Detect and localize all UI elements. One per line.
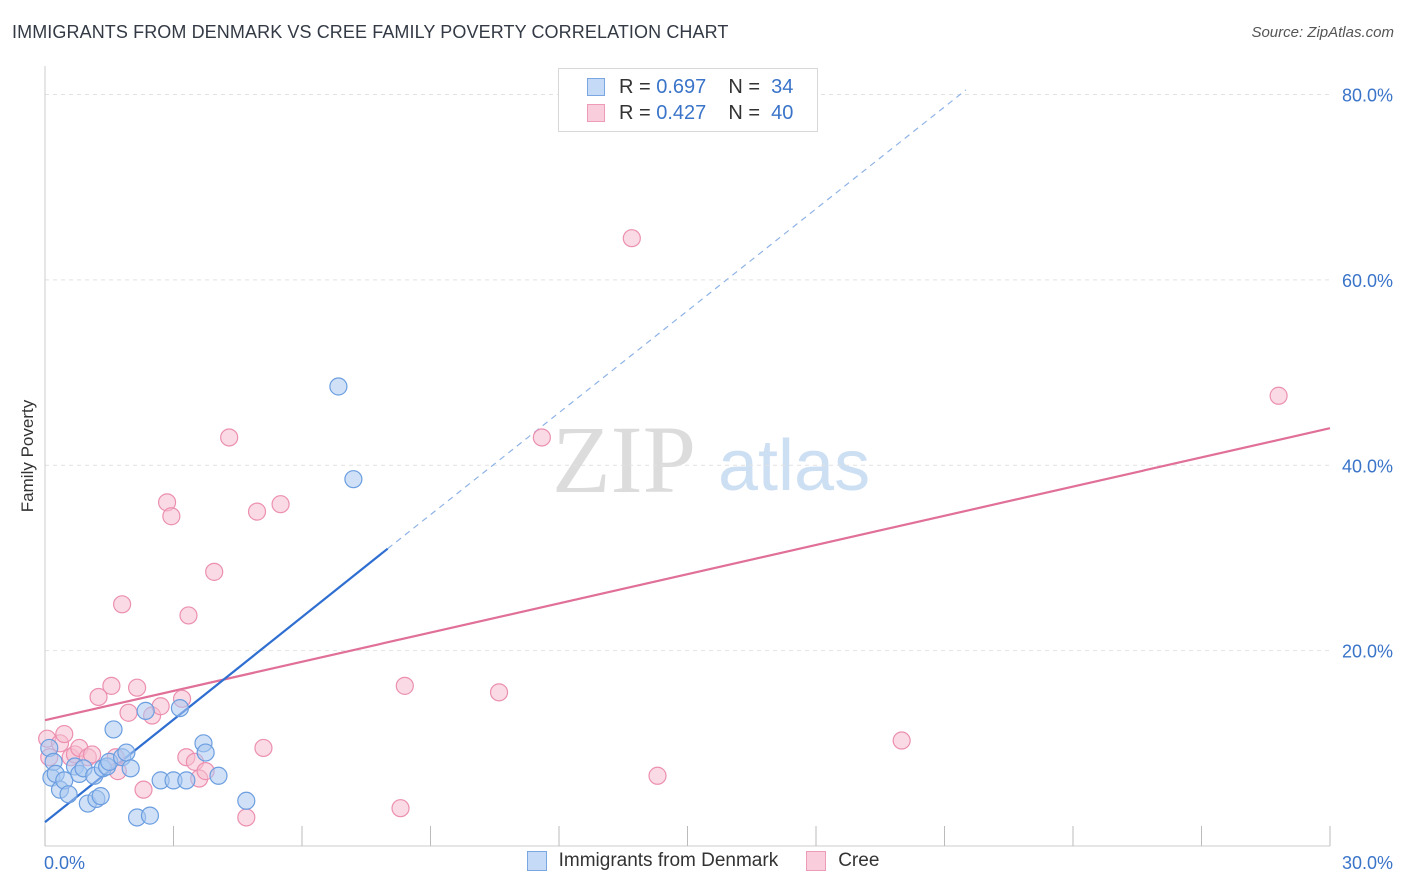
cree-point [247, 502, 267, 521]
cree-point [55, 724, 74, 744]
chart-title: IMMIGRANTS FROM DENMARK VS CREE FAMILY P… [12, 22, 729, 42]
cree-point [1269, 386, 1288, 405]
cree-point [220, 428, 239, 447]
cree-point [102, 676, 121, 695]
cree-point [89, 687, 108, 707]
watermark-zip: ZIP [552, 406, 696, 513]
cree-point [179, 606, 198, 625]
r-label: R = [619, 75, 651, 98]
denmark-point [177, 771, 196, 790]
denmark-point [59, 785, 78, 804]
r-value: 0.427 [656, 101, 707, 124]
denmark-point [329, 377, 348, 396]
legend-swatch-pink [587, 104, 605, 122]
denmark-point [91, 787, 110, 806]
source-label: Source: ZipAtlas.com [1251, 24, 1394, 41]
denmark-point [104, 720, 123, 739]
x-tick-label: 30.0% [1342, 853, 1393, 873]
tick-labels: 20.0% 40.0% 60.0% 80.0% 0.0% 30.0% [44, 86, 1393, 873]
denmark-point [117, 743, 136, 762]
cree-point [127, 678, 147, 697]
cree-point [112, 595, 132, 614]
y-axis-label: Family Poverty [18, 399, 37, 513]
cree-point [489, 683, 509, 702]
n-value: 34 [771, 75, 794, 98]
r-label: R = [619, 101, 651, 124]
denmark-point [344, 470, 363, 489]
cree-point [134, 780, 153, 799]
legend-item-denmark[interactable]: Immigrants from Denmark [526, 850, 779, 872]
x-tick-label: 0.0% [44, 853, 85, 873]
cree-point [237, 808, 256, 827]
cree-point [151, 697, 170, 716]
gridlines [45, 94, 1330, 652]
legend-label: Immigrants from Denmark [558, 850, 779, 871]
y-tick-label: 60.0% [1342, 271, 1393, 291]
axes [44, 66, 1331, 847]
cree-point [271, 495, 290, 514]
cree-point [532, 428, 551, 447]
denmark-point [209, 766, 228, 785]
watermark: ZIP atlas [552, 406, 870, 513]
cree-point [648, 766, 667, 785]
legend-item-cree[interactable]: Cree [806, 850, 879, 872]
n-label: N = [728, 101, 760, 124]
y-tick-label: 80.0% [1342, 86, 1393, 106]
cree-points [38, 229, 1288, 827]
cree-point [622, 229, 641, 248]
y-tick-label: 20.0% [1342, 642, 1393, 662]
cree-point [162, 507, 181, 526]
cree-point [391, 799, 410, 818]
denmark-point [237, 791, 256, 810]
r-value: 0.697 [656, 75, 707, 98]
denmark-point [121, 759, 140, 778]
watermark-atlas: atlas [718, 426, 870, 506]
cree-point [892, 731, 911, 750]
denmark-point [136, 701, 155, 720]
cree-point [119, 703, 138, 722]
legend-label: Cree [838, 850, 880, 871]
legend-row-cree: R = 0.427 N = 40 [587, 100, 793, 126]
cree-point [254, 738, 273, 758]
cree-point [205, 562, 224, 581]
correlation-legend: R = 0.697 N = 34 R = 0.427 N = 40 [558, 68, 818, 132]
n-label: N = [728, 75, 760, 98]
denmark-point [170, 698, 190, 718]
cree-point [395, 676, 414, 695]
legend-swatch-blue [587, 78, 605, 96]
cree-trend-line [44, 427, 1331, 722]
legend-swatch-blue [526, 851, 547, 871]
cree-point [83, 745, 102, 764]
legend-row-denmark: R = 0.697 N = 34 [587, 74, 793, 100]
denmark-points [40, 377, 363, 827]
denmark-point [196, 743, 215, 762]
n-value: 40 [771, 101, 794, 124]
legend-swatch-pink [806, 851, 827, 871]
series-legend: Immigrants from Denmark Cree [0, 850, 1406, 872]
denmark-point [140, 806, 160, 825]
y-tick-label: 40.0% [1342, 456, 1393, 476]
denmark-trend-extension [387, 89, 967, 550]
